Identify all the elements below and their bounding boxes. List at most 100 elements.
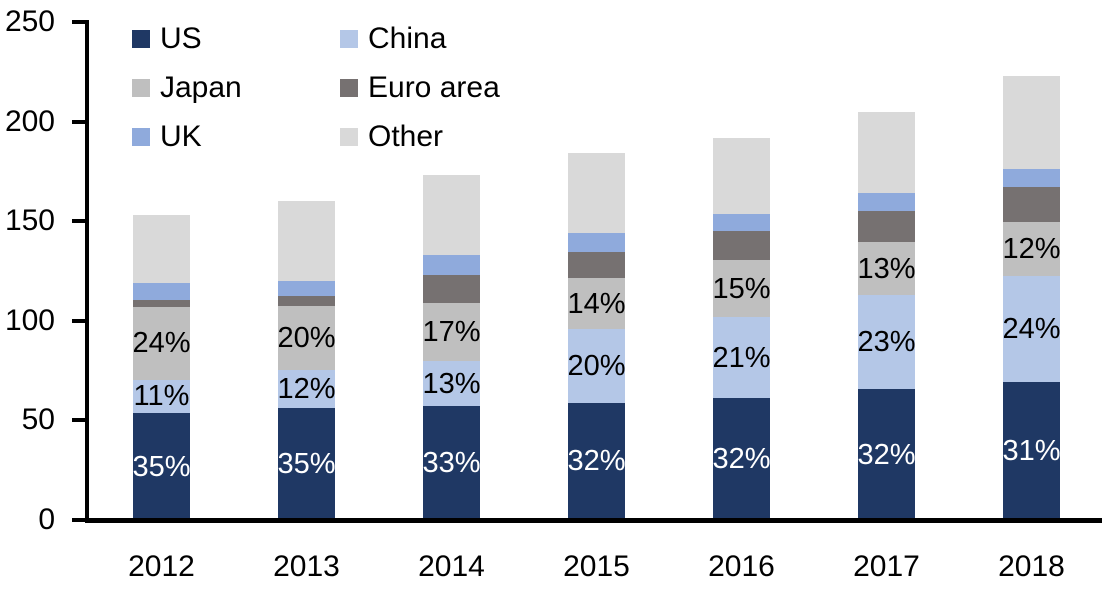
bar-segment-euro-area	[278, 296, 335, 307]
legend-label: US	[160, 22, 202, 55]
bar-segment-label: 11%	[133, 380, 190, 413]
bar-segment-euro-area	[858, 211, 915, 243]
legend-item-japan: Japan	[132, 73, 242, 103]
bar-segment-us	[423, 406, 480, 520]
bar-segment-china	[858, 295, 915, 390]
bar-segment-uk	[423, 255, 480, 275]
bar-segment-uk	[713, 214, 770, 232]
y-axis-tick	[72, 518, 89, 522]
legend-swatch	[340, 79, 358, 97]
y-axis-tick-label: 0	[38, 503, 55, 536]
bar-segment-label: 32%	[712, 442, 771, 475]
y-axis-tick-label: 50	[21, 403, 55, 437]
x-axis-category-label: 2018	[998, 550, 1065, 583]
bar-segment-uk	[1003, 168, 1060, 187]
bar-segment-euro-area	[568, 252, 625, 278]
bar-segment-japan	[278, 306, 335, 371]
bar-segment-label: 33%	[422, 447, 481, 480]
bar-segment-label: 14%	[567, 287, 626, 320]
bar-segment-euro-area	[423, 274, 480, 303]
x-axis-category-label: 2017	[853, 550, 920, 583]
bar-segment-uk	[568, 233, 625, 253]
x-axis-category-label: 2012	[128, 550, 195, 583]
bar-segment-label: 17%	[422, 316, 481, 349]
bar-segment-label: 13%	[857, 252, 916, 285]
legend-swatch	[340, 128, 358, 146]
bar-segment-japan	[713, 260, 770, 318]
bar-segment-china	[278, 370, 335, 409]
bar-segment-label: 21%	[712, 341, 771, 374]
legend-item-other: Other	[340, 122, 443, 152]
x-axis-category-label: 2013	[273, 550, 340, 583]
legend-label: Euro area	[368, 71, 500, 104]
y-axis-tick	[72, 418, 89, 423]
bar-segment-other	[713, 137, 770, 215]
bar-segment-euro-area	[1003, 186, 1060, 223]
bar-segment-label: 24%	[132, 327, 191, 360]
y-axis-tick	[72, 219, 89, 224]
legend-item-china: China	[340, 24, 446, 54]
bar-segment-label: 32%	[567, 445, 626, 478]
legend-swatch	[132, 79, 150, 97]
legend-label: UK	[160, 120, 202, 153]
bar-segment-other	[278, 201, 335, 281]
bar-segment-china	[423, 361, 480, 407]
bar-segment-euro-area	[713, 231, 770, 261]
x-axis-line	[85, 518, 1102, 523]
bar-segment-label: 23%	[857, 326, 916, 359]
bar-segment-other	[1003, 75, 1060, 169]
bar-segment-label: 12%	[1002, 233, 1061, 266]
x-axis-category-label: 2016	[708, 550, 775, 583]
bar-segment-japan	[568, 277, 625, 330]
bar-segment-japan	[1003, 222, 1060, 276]
bar-segment-other	[133, 215, 190, 283]
bar-segment-china	[1003, 275, 1060, 383]
legend-label: China	[368, 22, 447, 55]
y-axis-tick	[72, 20, 89, 24]
bar-segment-label: 15%	[712, 272, 771, 305]
bar-segment-label: 13%	[422, 367, 481, 400]
bar-segment-label: 20%	[277, 322, 336, 355]
y-axis-tick-label: 100	[4, 303, 55, 337]
legend-item-us: US	[132, 24, 202, 54]
legend-label: Other	[368, 120, 444, 153]
y-axis-tick	[72, 318, 89, 323]
y-axis-line	[85, 20, 89, 522]
bar-segment-japan	[858, 242, 915, 296]
y-axis-tick-label: 200	[4, 104, 55, 138]
bar-segment-euro-area	[133, 299, 190, 307]
bar-segment-label: 12%	[277, 373, 336, 406]
x-axis-category-label: 2015	[563, 550, 630, 583]
x-axis-category-label: 2014	[418, 550, 485, 583]
bar-segment-us	[133, 413, 190, 520]
legend-swatch	[340, 30, 358, 48]
bar-segment-label: 35%	[277, 448, 336, 481]
bar-segment-us	[278, 408, 335, 520]
bar-segment-china	[568, 329, 625, 403]
legend-item-euro-area: Euro area	[340, 73, 500, 103]
bar-segment-other	[568, 153, 625, 234]
legend-item-uk: UK	[132, 122, 202, 152]
bar-segment-us	[713, 397, 770, 520]
bar-segment-label: 20%	[567, 350, 626, 383]
y-axis-tick-label: 150	[4, 204, 55, 238]
y-axis-tick	[72, 119, 89, 124]
legend-label: Japan	[160, 71, 242, 104]
bar-segment-us	[568, 402, 625, 520]
bar-segment-us	[1003, 382, 1060, 520]
y-axis-tick-label: 250	[4, 5, 55, 38]
bar-segment-uk	[278, 280, 335, 297]
bar-segment-uk	[858, 193, 915, 212]
bar-segment-other	[423, 175, 480, 256]
bar-segment-uk	[133, 282, 190, 300]
bar-segment-label: 24%	[1002, 313, 1061, 346]
bar-segment-japan	[133, 306, 190, 380]
bar-segment-japan	[423, 302, 480, 362]
bar-segment-china	[133, 379, 190, 414]
bar-segment-us	[858, 389, 915, 520]
bar-segment-label: 35%	[132, 450, 191, 483]
legend-swatch	[132, 128, 150, 146]
bar-segment-label: 32%	[857, 438, 916, 471]
legend-swatch	[132, 30, 150, 48]
